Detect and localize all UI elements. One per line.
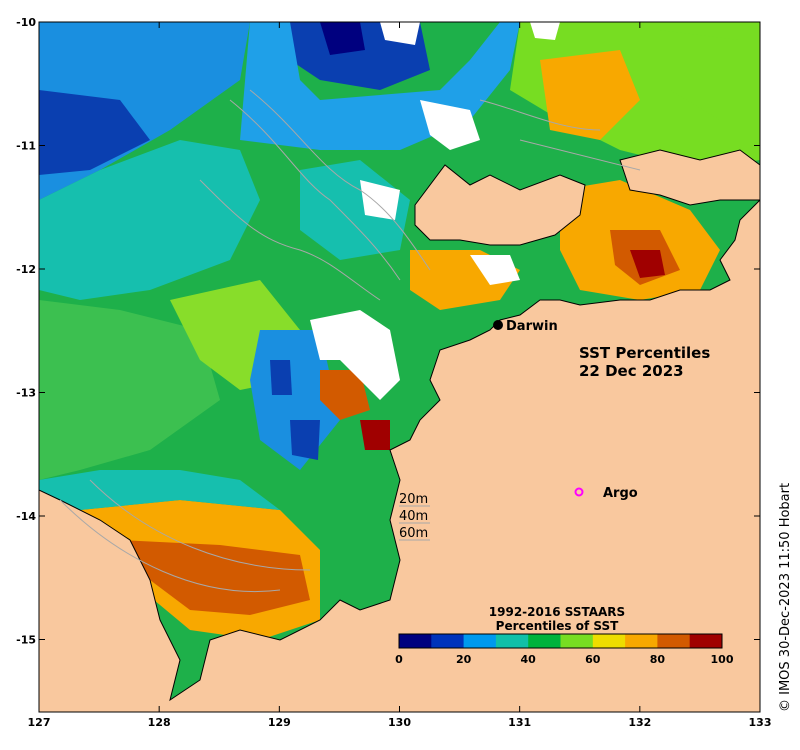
depth-legend-40m: 40m [399,509,428,524]
lon-tick-label: 129 [268,716,291,729]
depth-legend: 20m 40m 60m [399,492,430,541]
colorbar: 1992-2016 SSTAARS Percentiles of SST 0 20… [395,605,734,666]
colorbar-cell [689,634,723,648]
map-title-line1: SST Percentiles [579,344,710,362]
colorbar-cell [463,634,497,648]
depth-legend-20m: 20m [399,492,428,507]
colorbar-title-line2: Percentiles of SST [496,619,619,633]
lat-tick-label: -13 [16,387,36,400]
colorbar-tick-label: 20 [456,653,472,666]
colorbar-cell [528,634,561,648]
colorbar-tick-label: 100 [711,653,734,666]
colorbar-cell [495,634,529,648]
lon-tick-label: 127 [28,716,51,729]
colorbar-ticks: 0 20 40 60 80 100 [395,653,734,666]
darwin-label: Darwin [506,319,558,334]
map-title-line2: 22 Dec 2023 [579,362,684,380]
colorbar-cells [399,634,723,648]
lon-tick-label: 128 [148,716,171,729]
lat-tick-label: -14 [16,510,36,523]
copyright-credit: © IMOS 30-Dec-2023 11:50 Hobart [778,482,793,712]
colorbar-cell [431,634,465,648]
lon-tick-label: 132 [628,716,651,729]
depth-legend-60m: 60m [399,526,428,541]
longitude-axis: 127 128 129 130 131 132 133 [28,22,772,729]
colorbar-frame [398,633,723,649]
lat-tick-label: -15 [16,634,36,647]
argo-marker [574,487,584,497]
colorbar-cell [592,634,626,648]
darwin-marker [493,320,503,330]
lon-tick-label: 130 [388,716,411,729]
colorbar-cell [560,634,594,648]
colorbar-tick-label: 40 [521,653,537,666]
colorbar-tick-label: 60 [585,653,601,666]
argo-label: Argo [603,486,638,501]
colorbar-cell [399,634,432,648]
colorbar-tick-label: 0 [395,653,403,666]
colorbar-tick-label: 80 [650,653,666,666]
lat-tick-label: -10 [16,16,36,29]
lon-tick-label: 133 [749,716,772,729]
latitude-axis: -10 -11 -12 -13 -14 -15 [16,16,760,647]
colorbar-cell [625,634,658,648]
colorbar-title-line1: 1992-2016 SSTAARS [489,605,625,619]
lat-tick-label: -11 [16,140,36,153]
colorbar-cell [657,634,691,648]
depth-contours [59,89,641,592]
lat-tick-label: -12 [16,263,36,276]
lon-tick-label: 131 [508,716,531,729]
land [38,149,761,713]
